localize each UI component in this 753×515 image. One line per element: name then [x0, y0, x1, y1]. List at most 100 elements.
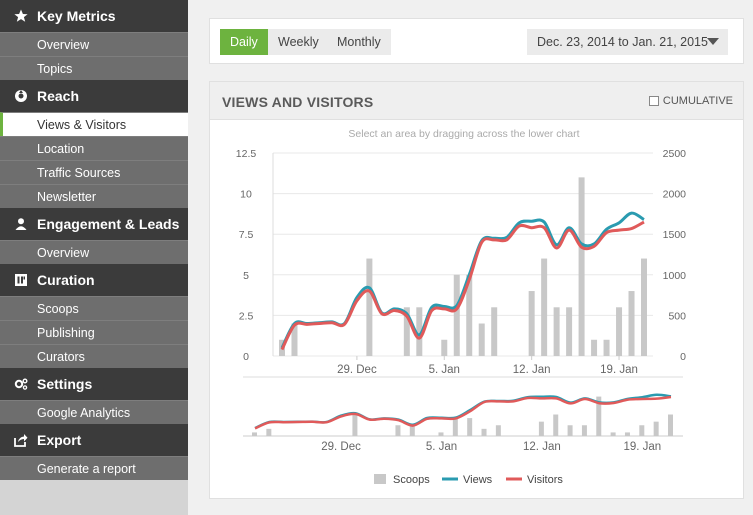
- sidebar-item-publishing[interactable]: Publishing: [0, 320, 188, 344]
- sidebar-section-curation[interactable]: Curation: [0, 264, 188, 296]
- y-left-tick-label: 0: [243, 351, 249, 363]
- scoops-bar: [591, 339, 598, 356]
- sidebar-item-scoops[interactable]: Scoops: [0, 296, 188, 320]
- gear-icon: [13, 377, 29, 391]
- x-tick-label: 19. Jan: [600, 364, 638, 376]
- chart-hint: Select an area by dragging across the lo…: [348, 128, 579, 140]
- user-icon: [13, 217, 29, 231]
- navigator-x-tick-label: 19. Jan: [623, 441, 661, 453]
- cumulative-label: CUMULATIVE: [662, 95, 733, 107]
- checkbox[interactable]: [648, 96, 659, 106]
- legend-swatch-scoops[interactable]: [374, 474, 386, 484]
- chart[interactable]: Select an area by dragging across the lo…: [210, 120, 743, 498]
- navigator-scoops-bar: [467, 418, 473, 436]
- scoops-bar: [578, 177, 585, 356]
- navigator-scoops-bar: [352, 414, 358, 436]
- sidebar-item-label: Publishing: [37, 325, 95, 340]
- scoops-bar: [616, 307, 623, 356]
- scoops-bar: [553, 307, 560, 356]
- sidebar-item-label: Overview: [37, 37, 90, 52]
- scoops-bar: [641, 258, 647, 356]
- sidebar-item-location[interactable]: Location: [0, 136, 188, 160]
- sidebar-item-curators[interactable]: Curators: [0, 344, 188, 368]
- sidebar-item-overview[interactable]: Overview: [0, 32, 188, 56]
- scoops-bar: [366, 258, 373, 356]
- tab-daily[interactable]: Daily: [220, 29, 268, 55]
- scoops-bar: [291, 323, 298, 356]
- navigator-scoops-bar: [668, 414, 673, 436]
- x-tick-label: 29. Dec: [337, 364, 377, 376]
- navigator-scoops-bar: [581, 425, 587, 436]
- navigator-scoops-bar: [452, 418, 458, 436]
- navigator-scoops-bar: [252, 432, 257, 436]
- sidebar-section-export[interactable]: Export: [0, 424, 188, 456]
- sidebar-section-settings[interactable]: Settings: [0, 368, 188, 400]
- scoops-bar: [491, 307, 498, 356]
- y-left-tick-label: 10: [240, 189, 252, 201]
- sidebar-item-topics[interactable]: Topics: [0, 56, 188, 80]
- sidebar-item-label: Views & Visitors: [37, 117, 127, 132]
- sidebar-item-label: Overview: [37, 245, 90, 260]
- cumulative-toggle[interactable]: CUMULATIVE: [648, 95, 733, 107]
- navigator-scoops-bar: [409, 425, 415, 436]
- sidebar-item-traffic-sources[interactable]: Traffic Sources: [0, 160, 188, 184]
- navigator-scoops-bar: [395, 425, 401, 436]
- scoops-bar: [603, 339, 610, 356]
- y-right-tick-label: 1500: [663, 229, 687, 241]
- star-icon: [13, 9, 29, 23]
- sidebar-item-label: Generate a report: [37, 461, 136, 476]
- tab-weekly[interactable]: Weekly: [268, 29, 329, 55]
- export-icon: [13, 433, 29, 447]
- sidebar-section-engagement-leads[interactable]: Engagement & Leads: [0, 208, 188, 240]
- sidebar-item-google-analytics[interactable]: Google Analytics: [0, 400, 188, 424]
- scoops-bar: [566, 307, 573, 356]
- tab-monthly[interactable]: Monthly: [327, 29, 391, 55]
- sidebar-section-title: Reach: [37, 88, 80, 104]
- scoops-bar: [403, 307, 410, 356]
- sidebar-item-label: Curators: [37, 349, 85, 364]
- x-tick-label: 5. Jan: [429, 364, 460, 376]
- panel-header: VIEWS AND VISITORS CUMULATIVE: [210, 82, 743, 120]
- sidebar-section-reach[interactable]: Reach: [0, 80, 188, 112]
- y-right-tick-label: 500: [668, 310, 686, 322]
- scoops-bar: [416, 307, 423, 356]
- sidebar-section-title: Engagement & Leads: [37, 216, 180, 232]
- navigator-scoops-bar: [438, 432, 444, 436]
- navigator-scoops-bar: [553, 414, 559, 436]
- views-visitors-panel: VIEWS AND VISITORS CUMULATIVE Select an …: [209, 81, 744, 499]
- y-left-tick-label: 5: [243, 270, 249, 282]
- scoops-bar: [628, 291, 635, 356]
- legend-label-visitors[interactable]: Visitors: [527, 474, 563, 486]
- navigator-x-tick-label: 29. Dec: [321, 441, 361, 453]
- sidebar-item-label: Newsletter: [37, 189, 97, 204]
- date-range-select[interactable]: Dec. 23, 2014 to Jan. 21, 2015: [527, 29, 728, 55]
- sidebar-item-label: Topics: [37, 61, 73, 76]
- navigator-x-tick-label: 12. Jan: [523, 441, 561, 453]
- scoops-bar: [453, 274, 460, 356]
- sidebar-section-key-metrics[interactable]: Key Metrics: [0, 0, 188, 32]
- navigator-scoops-bar: [653, 421, 659, 436]
- sidebar-item-label: Google Analytics: [37, 405, 131, 420]
- curation-icon: [13, 273, 29, 287]
- sidebar-section-title: Curation: [37, 272, 95, 288]
- navigator-scoops-bar: [266, 428, 272, 436]
- sidebar-section-title: Export: [37, 432, 82, 448]
- toolbar: Daily Weekly Monthly Dec. 23, 2014 to Ja…: [209, 18, 744, 64]
- sidebar-item-generate-a-report[interactable]: Generate a report: [0, 456, 188, 480]
- sidebar-item-views-visitors[interactable]: Views & Visitors: [0, 112, 188, 136]
- scoops-bar: [441, 339, 448, 356]
- x-tick-label: 12. Jan: [513, 364, 551, 376]
- navigator-scoops-bar: [495, 425, 501, 436]
- navigator-scoops-bar: [624, 432, 630, 436]
- y-left-tick-label: 2.5: [239, 310, 254, 322]
- y-right-tick-label: 2500: [663, 148, 687, 160]
- sidebar-item-overview[interactable]: Overview: [0, 240, 188, 264]
- scoops-bar: [478, 323, 485, 356]
- legend-label-views[interactable]: Views: [463, 474, 493, 486]
- legend-label-scoops[interactable]: Scoops: [393, 474, 430, 486]
- scoops-bar: [528, 291, 535, 356]
- navigator-scoops-bar: [639, 425, 645, 436]
- sidebar-item-newsletter[interactable]: Newsletter: [0, 184, 188, 208]
- navigator-scoops-bar: [596, 396, 602, 436]
- y-right-tick-label: 1000: [663, 270, 687, 282]
